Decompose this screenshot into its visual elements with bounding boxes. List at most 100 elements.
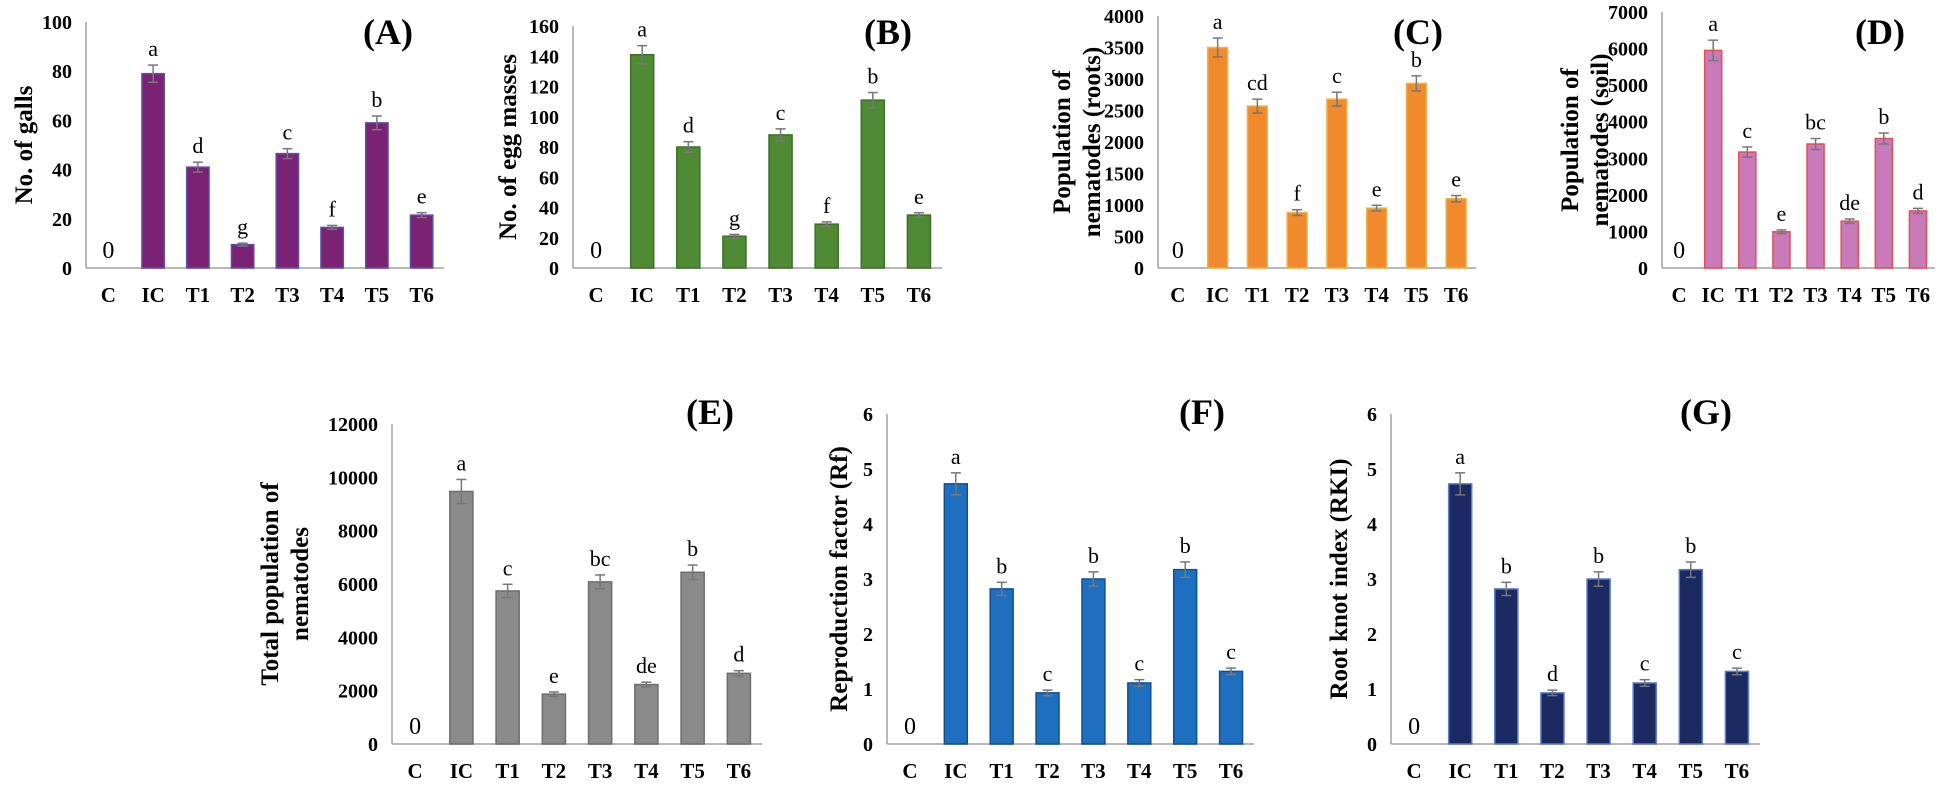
x-tick-label: T3	[1325, 283, 1350, 307]
x-tick-label: T2	[542, 759, 567, 783]
y-tick-label: 5000	[1608, 75, 1648, 97]
y-tick-label: 12000	[328, 414, 378, 436]
bar	[449, 490, 474, 745]
chart-panel-6: 0 1 2 3 4 5 6 0 Ca IC b T1 c T2 b T3 c T4 b T5 c T6 (F) Reprodu…	[826, 392, 1254, 783]
panel-label: (B)	[864, 12, 912, 52]
y-axis-label: nematodes (soil)	[1587, 54, 1614, 227]
bar	[275, 152, 300, 269]
significance-letter: g	[237, 214, 248, 239]
bar	[1081, 578, 1106, 745]
bar	[1840, 220, 1859, 269]
y-tick-label: 3	[1367, 569, 1377, 591]
bar	[726, 672, 752, 745]
significance-letter: f	[823, 193, 831, 218]
y-tick-label: 20	[539, 228, 559, 250]
significance-letter: d	[683, 113, 694, 138]
x-tick-label: T3	[768, 283, 793, 307]
chart-panel-3: 0 500 1000 1500 2000 2500 3000 3500 4000 0 Ca IC cd T…	[1049, 6, 1476, 307]
y-tick-label: 20	[52, 209, 72, 231]
y-tick-label: 2	[1367, 624, 1377, 646]
zero-value-label: 0	[1408, 714, 1420, 740]
y-tick-label: 0	[62, 258, 72, 280]
panel-label: (C)	[1393, 12, 1443, 52]
panel-label: (D)	[1855, 12, 1905, 52]
significance-letter: de	[636, 653, 657, 678]
x-tick-label: C	[902, 759, 917, 783]
significance-letter: c	[503, 555, 513, 580]
bar	[1494, 588, 1519, 745]
y-tick-label: 3000	[1104, 69, 1144, 91]
y-tick-label: 1000	[1104, 195, 1144, 217]
x-tick-label: C	[588, 283, 603, 307]
x-tick-label: C	[1170, 283, 1185, 307]
significance-letter: d	[733, 642, 744, 667]
x-tick-label: T5	[861, 283, 886, 307]
y-tick-label: 4	[863, 514, 873, 536]
x-tick-label: T6	[727, 759, 752, 783]
x-tick-label: T4	[1632, 759, 1657, 783]
x-tick-label: T1	[676, 283, 701, 307]
bar	[629, 53, 655, 269]
significance-letter: a	[456, 450, 466, 475]
y-tick-label: 1	[1367, 679, 1377, 701]
significance-letter: c	[1043, 661, 1053, 686]
bar	[541, 693, 567, 745]
panel-label: (F)	[1179, 392, 1225, 432]
x-tick-label: T6	[1725, 759, 1750, 783]
x-tick-label: T6	[907, 283, 932, 307]
x-tick-label: T1	[989, 759, 1014, 783]
y-tick-label: 3000	[1608, 148, 1648, 170]
x-tick-label: IC	[450, 759, 473, 783]
bar	[943, 483, 969, 745]
y-tick-label: 6000	[338, 574, 378, 596]
x-tick-label: IC	[141, 283, 164, 307]
x-tick-label: T6	[1444, 283, 1469, 307]
y-tick-label: 80	[52, 61, 72, 83]
panel-label: (E)	[686, 392, 734, 432]
y-tick-label: 8000	[338, 521, 378, 543]
bar	[1724, 670, 1750, 745]
significance-letter: c	[282, 120, 292, 145]
bar	[587, 581, 613, 745]
bar	[1445, 197, 1467, 269]
significance-letter: d	[1547, 661, 1558, 686]
significance-letter: d	[1912, 179, 1923, 204]
x-tick-label: C	[101, 283, 116, 307]
significance-letter: d	[192, 133, 203, 158]
significance-letter: g	[729, 205, 740, 230]
y-axis-label: Total population of	[257, 482, 284, 686]
significance-letter: b	[1411, 47, 1422, 72]
bar	[1286, 211, 1308, 269]
significance-letter: c	[1732, 639, 1742, 664]
y-tick-label: 40	[52, 160, 72, 182]
x-tick-label: IC	[1449, 759, 1472, 783]
x-tick-label: T1	[495, 759, 520, 783]
x-tick-label: T2	[1285, 283, 1310, 307]
bar	[1035, 692, 1060, 745]
significance-letter: b	[867, 64, 878, 89]
significance-letter: e	[1777, 201, 1787, 226]
x-tick-label: T6	[1219, 759, 1244, 783]
x-tick-label: T3	[1586, 759, 1611, 783]
y-tick-label: 3	[863, 569, 873, 591]
significance-letter: b	[1180, 533, 1191, 558]
y-tick-label: 2000	[1104, 132, 1144, 154]
bar	[1806, 143, 1825, 269]
x-tick-label: T3	[1803, 283, 1828, 307]
y-tick-label: 120	[529, 77, 559, 99]
bar	[1246, 105, 1269, 269]
bar	[409, 214, 434, 269]
bar	[680, 571, 705, 745]
zero-value-label: 0	[102, 238, 114, 264]
x-tick-label: T5	[1872, 283, 1897, 307]
x-tick-label: T4	[634, 759, 659, 783]
x-tick-label: T1	[1735, 283, 1760, 307]
y-tick-label: 2500	[1104, 101, 1144, 123]
x-tick-label: T2	[1769, 283, 1794, 307]
y-tick-label: 1500	[1104, 164, 1144, 186]
bar	[1218, 670, 1244, 745]
zero-value-label: 0	[409, 714, 421, 740]
bar	[1678, 568, 1704, 745]
x-tick-label: T6	[1906, 283, 1931, 307]
